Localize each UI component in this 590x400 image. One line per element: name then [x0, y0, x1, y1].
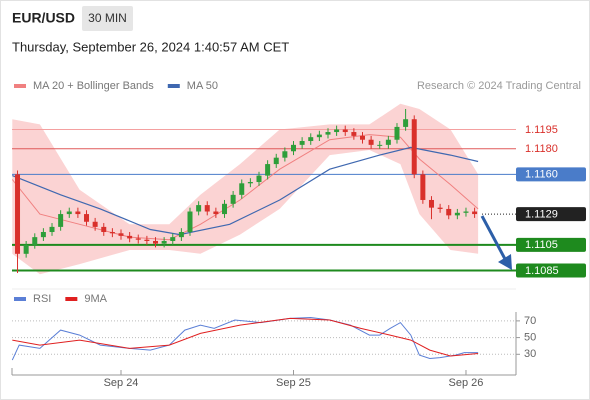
x-tick-label: Sep 25 [276, 377, 311, 389]
level-box [516, 167, 586, 182]
candle-body [282, 151, 288, 158]
timestamp: Thursday, September 26, 2024 1:40:57 AM … [12, 39, 289, 54]
candle-body [40, 232, 46, 238]
candle-body [463, 211, 469, 213]
candle-body [58, 214, 64, 227]
candle-body [109, 232, 115, 234]
candle-body [428, 199, 434, 208]
legend-label: RSI [33, 293, 51, 305]
bollinger-band [12, 103, 479, 275]
level-label: 1.1160 [525, 169, 558, 181]
candle-body [290, 144, 296, 152]
candle-body [308, 137, 314, 142]
candle-body [368, 139, 374, 145]
level-box [516, 237, 586, 252]
candle-body [153, 240, 159, 244]
interval-box[interactable] [82, 6, 133, 31]
candle-body [265, 164, 271, 176]
y-tick-label: 50 [524, 331, 536, 343]
candle-body [377, 144, 383, 146]
candle-body [247, 182, 253, 184]
candle-body [385, 139, 391, 145]
x-tick-label: Sep 24 [104, 377, 139, 389]
candle-body [411, 119, 417, 175]
legend-swatch [65, 297, 78, 301]
candle-body [325, 132, 331, 135]
legend-swatch [14, 84, 26, 88]
credit: Research © 2024 Trading Central [417, 80, 581, 92]
arrow-head [498, 254, 512, 270]
candle-body [66, 211, 72, 215]
line [12, 317, 479, 357]
level-label: 1.1180 [525, 143, 558, 155]
legend-label: MA 50 [187, 80, 218, 92]
candle-body [299, 141, 305, 145]
level-box [516, 263, 586, 278]
level-label: 1.1195 [525, 124, 558, 136]
moving-average [12, 146, 479, 236]
candle-body [204, 205, 210, 212]
level-label: 1.1085 [525, 265, 559, 277]
candle-body [196, 205, 202, 212]
y-tick-label: 70 [524, 315, 536, 327]
candle-body [230, 194, 236, 204]
interval[interactable]: 30 MIN [88, 11, 127, 25]
candle-body [222, 203, 228, 215]
candle-body [446, 208, 452, 216]
candle-body [342, 129, 348, 133]
candle-body [394, 126, 400, 140]
candle-body [135, 238, 141, 240]
candle-body [420, 174, 426, 200]
candle-body [127, 235, 133, 239]
legend-swatch [167, 84, 180, 88]
candle-body [170, 237, 176, 241]
legend-label: MA 20 + Bollinger Bands [33, 80, 154, 92]
candle-body [178, 232, 184, 238]
candle-body [334, 129, 340, 133]
arrow-shaft [480, 215, 507, 260]
candle-body [161, 240, 167, 244]
candle-body [351, 132, 357, 136]
plot-layer: 1.1195 1.1180 1.1160 1.1129 1.1105 1.1085 MA 2… [11, 80, 586, 389]
candle-body [213, 211, 219, 215]
y-tick-label: 30 [524, 348, 536, 360]
candle-body [23, 244, 29, 254]
candle-body [437, 207, 443, 209]
candle-body [92, 221, 98, 227]
level-label: 1.1129 [525, 208, 558, 220]
level-label: 1.1105 [525, 239, 558, 251]
legend-swatch [14, 297, 26, 301]
candle-body [256, 175, 262, 183]
candle-body [403, 119, 409, 127]
candle-body [239, 183, 245, 195]
candle-body [359, 135, 365, 140]
candle-body [187, 211, 193, 233]
candle-body [84, 214, 90, 222]
candle-body [49, 226, 55, 233]
candle-body [472, 211, 478, 215]
candle-body [15, 174, 21, 254]
level-box [516, 207, 586, 222]
candle-body [144, 239, 150, 241]
candle-body [101, 226, 107, 233]
candle-body [32, 237, 38, 245]
forecast-arrow [480, 215, 512, 270]
symbol: EUR/USD [12, 10, 75, 26]
candle-body [454, 212, 460, 216]
candle-body [118, 233, 124, 236]
candle-body [316, 134, 322, 138]
legend-label: 9MA [84, 293, 107, 305]
candle-body [273, 157, 279, 165]
x-tick-label: Sep 26 [449, 377, 484, 389]
candle-body [75, 211, 81, 215]
